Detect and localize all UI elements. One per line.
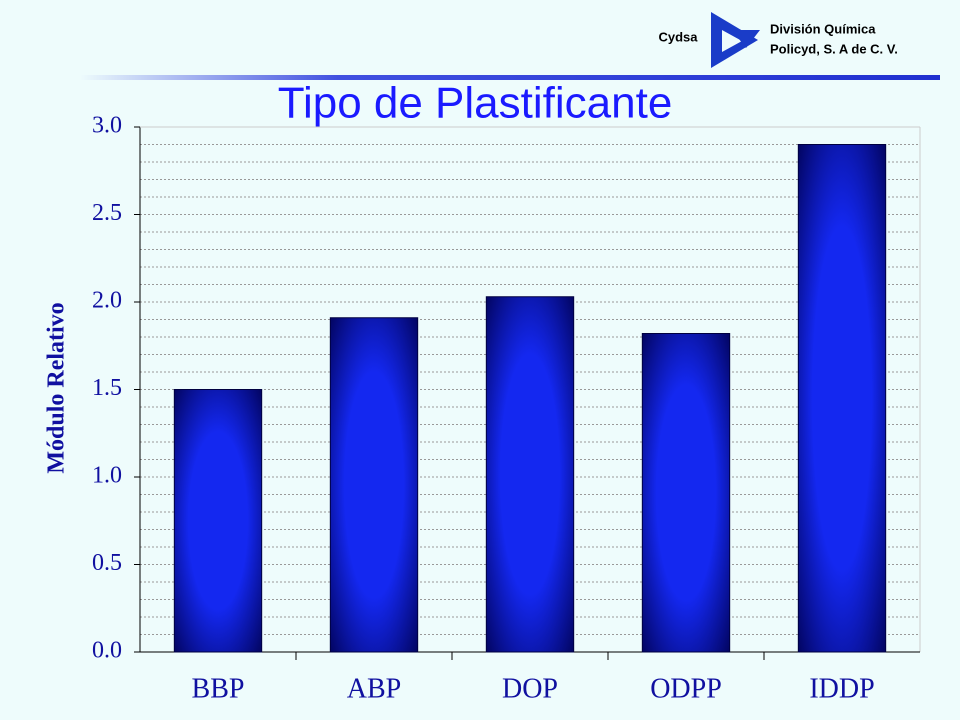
y-axis-label: Módulo Relativo [44,302,70,473]
division: División Química [770,21,876,36]
y-tick-label: 0.0 [92,638,122,664]
bar [485,296,575,653]
y-tick-label: 2.5 [92,200,122,226]
x-tick-label: IDDP [809,673,874,704]
bar [641,333,731,653]
x-tick-label: ABP [347,673,401,704]
bar [797,144,887,653]
company: Cydsa [658,29,698,44]
header-rule [80,75,940,80]
y-tick-label: 3.0 [92,113,122,139]
y-tick-label: 2.0 [92,288,122,314]
unit: Policyd, S. A de C. V. [770,41,898,56]
bar [329,317,419,653]
x-tick-label: DOP [502,673,558,704]
x-tick-label: ODPP [650,673,722,704]
x-tick-label: BBP [192,673,245,704]
y-tick-label: 0.5 [92,550,122,576]
y-tick-label: 1.0 [92,463,122,489]
y-tick-label: 1.5 [92,375,122,401]
bar [173,389,263,653]
logo [711,12,760,68]
chart-title: Tipo de Plastificante [278,79,673,128]
